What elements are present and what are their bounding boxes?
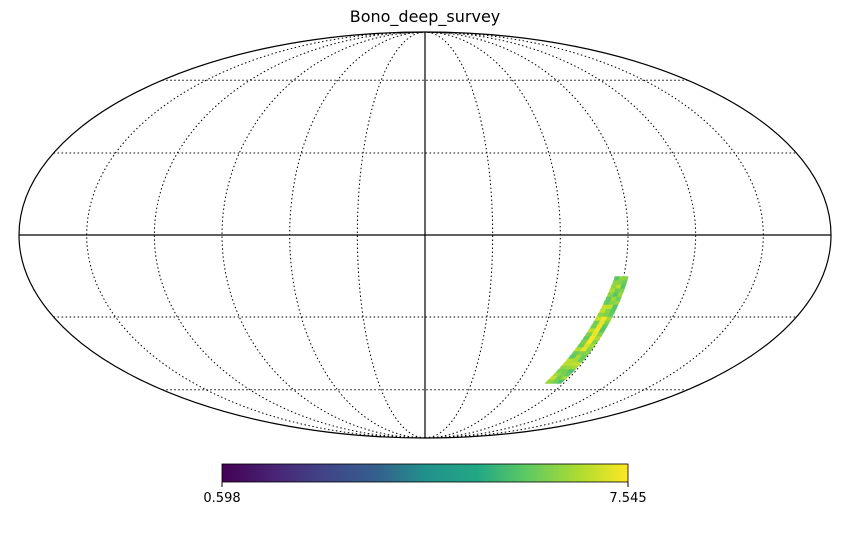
graticule-meridian [356, 32, 426, 438]
coverage-pixel [611, 280, 619, 286]
map-boundary [18, 31, 832, 439]
coverage-pixel [610, 284, 617, 290]
coverage-pixel [608, 288, 616, 294]
graticule-meridian [86, 32, 426, 438]
chart-title: Bono_deep_survey [350, 7, 501, 27]
graticule [19, 32, 831, 438]
coverage-pixel [544, 379, 555, 384]
coverage-pixel [606, 292, 614, 298]
graticule-meridian [153, 32, 426, 438]
graticule-meridian [424, 32, 494, 438]
coverage-pixel [604, 296, 612, 302]
coverage-pixel [613, 276, 620, 282]
graticule-meridian [424, 32, 697, 438]
graticule-meridian [424, 32, 764, 438]
colorbar [221, 463, 629, 483]
colorbar-max-label: 7.545 [609, 491, 646, 506]
coverage-region [544, 276, 629, 384]
colorbar-min-label: 0.598 [203, 491, 240, 506]
coverage-pixel [602, 300, 611, 306]
